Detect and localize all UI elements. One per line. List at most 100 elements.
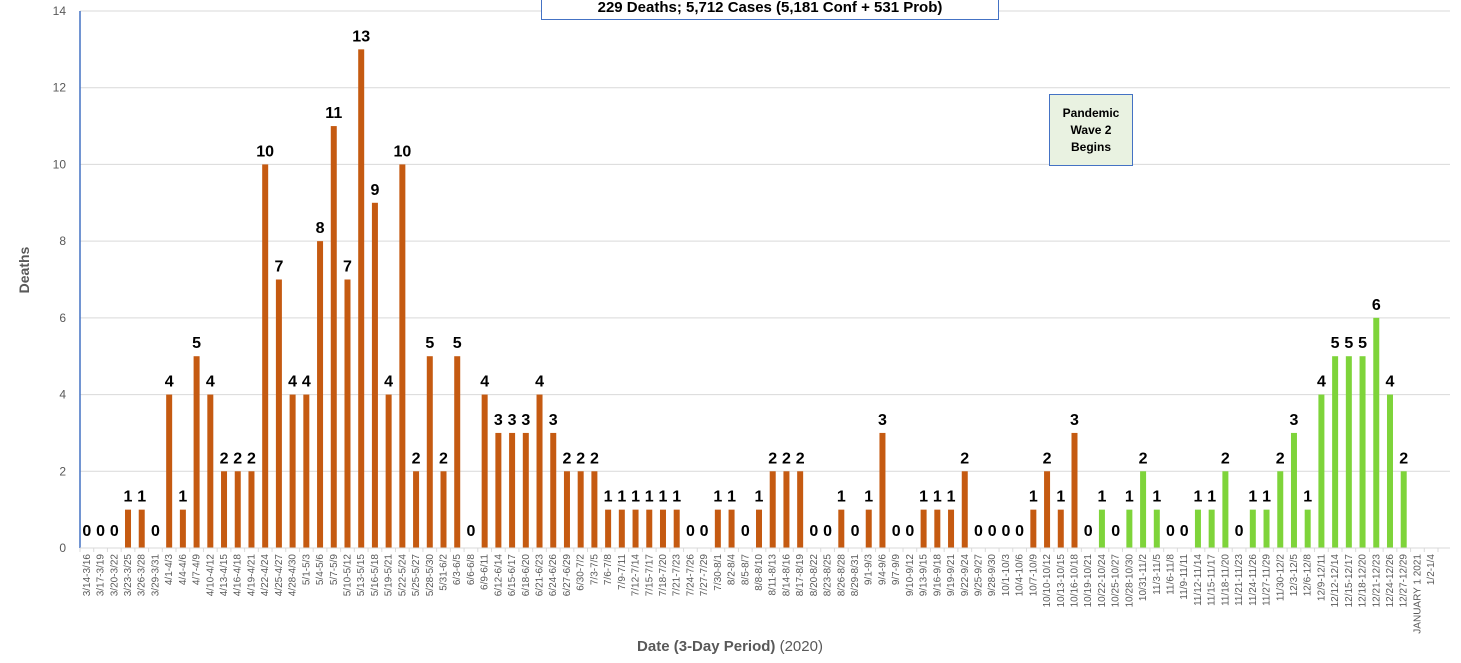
bar — [550, 432, 557, 548]
bars — [125, 49, 1407, 549]
bar — [1373, 317, 1380, 548]
x-tick-label: 7/24-7/26 — [685, 554, 696, 597]
x-tick-labels: 3/14-3/16 3/17-3/19 3/20-3/22 3/23-3/25 3/26… — [82, 554, 1437, 634]
data-label: 1 — [178, 489, 187, 506]
bar — [714, 509, 721, 548]
x-tick-label: 11/15-11/17 — [1207, 554, 1218, 606]
bar — [1208, 509, 1215, 548]
x-axis-label-main: Date (3-Day Period) — [637, 638, 776, 655]
x-tick-label: 3/23-3/25 — [123, 554, 134, 597]
bar — [303, 394, 310, 548]
data-label: 2 — [439, 450, 448, 467]
data-label: 13 — [352, 28, 370, 45]
bar — [1400, 471, 1407, 548]
data-label: 11 — [325, 105, 342, 122]
data-label: 3 — [521, 412, 530, 429]
bar — [1359, 356, 1366, 548]
gridlines — [80, 10, 1450, 549]
x-tick-label: 8/11-8/13 — [768, 554, 779, 596]
data-label: 0 — [1084, 523, 1093, 540]
x-tick-label: 12/27-12/29 — [1399, 554, 1410, 608]
bar — [536, 394, 543, 548]
x-tick-label: 6/30-7/2 — [576, 554, 587, 591]
bar — [1153, 509, 1160, 548]
data-label: 1 — [617, 489, 626, 506]
x-tick-label: 5/4-5/6 — [315, 554, 326, 586]
data-label: 1 — [713, 489, 722, 506]
bar — [1044, 471, 1051, 548]
x-tick-label: 12/3-12/5 — [1289, 554, 1300, 597]
bar — [262, 164, 269, 548]
x-tick-label: 12/21-12/23 — [1371, 554, 1382, 608]
bar — [193, 356, 200, 548]
x-tick-label: 12/6-12/8 — [1303, 554, 1314, 597]
data-label: 8 — [316, 220, 325, 237]
data-label: 2 — [1221, 450, 1230, 467]
x-tick-label: 7/12-7/14 — [631, 554, 642, 597]
data-label: 5 — [453, 335, 462, 352]
data-label: 1 — [933, 489, 942, 506]
x-tick-label: 6/24-6/26 — [548, 554, 559, 597]
x-tick-label: 5/10-5/12 — [342, 554, 353, 597]
data-label: 1 — [1262, 489, 1271, 506]
x-tick-label: 4/10-4/12 — [205, 554, 216, 597]
data-label: 2 — [1043, 450, 1052, 467]
x-tick-label: 10/13-10/15 — [1056, 554, 1067, 608]
bar — [330, 126, 337, 549]
x-tick-label: 7/18-7/20 — [658, 554, 669, 597]
bar — [728, 509, 735, 548]
data-label: 5 — [1358, 335, 1367, 352]
x-tick-label: 8/14-8/16 — [781, 554, 792, 597]
bar — [481, 394, 488, 548]
y-tick-label: 2 — [59, 464, 66, 478]
y-tick-label: 4 — [59, 388, 66, 402]
data-label: 0 — [851, 523, 860, 540]
x-tick-label: 7/21-7/23 — [672, 554, 683, 597]
y-tick-label: 6 — [59, 311, 66, 325]
x-tick-label: 9/22-9/24 — [960, 554, 971, 597]
data-label: 1 — [864, 489, 873, 506]
chart-title: 229 Deaths; 5,712 Cases (5,181 Conf + 53… — [541, 0, 999, 20]
x-tick-label: 12/18-12/20 — [1358, 554, 1369, 608]
x-tick-label: 10/7-10/9 — [1028, 554, 1039, 597]
x-tick-label: 5/19-5/21 — [384, 554, 395, 597]
x-tick-label: 8/8-8/10 — [754, 554, 765, 591]
x-tick-label: 8/2-8/4 — [727, 554, 738, 586]
data-label: 1 — [727, 489, 736, 506]
data-label: 0 — [1166, 523, 1175, 540]
data-label: 0 — [892, 523, 901, 540]
x-tick-label: 8/17-8/19 — [795, 554, 806, 597]
data-label: 0 — [974, 523, 983, 540]
x-tick-label: 8/29-8/31 — [850, 554, 861, 597]
data-label: 5 — [1344, 335, 1353, 352]
y-tick-label: 0 — [59, 541, 66, 555]
x-tick-label: 3/17-3/19 — [96, 554, 107, 597]
x-tick-label: 4/19-4/21 — [246, 554, 257, 597]
x-tick-label: 5/1-5/3 — [301, 554, 312, 586]
wave-2-annotation: Pandemic Wave 2 Begins — [1049, 94, 1133, 166]
bar — [605, 509, 612, 548]
data-label: 1 — [755, 489, 764, 506]
bar — [1071, 432, 1078, 548]
data-label: 3 — [878, 412, 887, 429]
data-label: 0 — [1235, 523, 1244, 540]
data-label: 2 — [220, 450, 229, 467]
bar — [125, 509, 132, 548]
x-tick-label: 11/24-11/26 — [1248, 554, 1259, 606]
x-tick-label: 9/13-9/15 — [919, 554, 930, 597]
data-label: 2 — [412, 450, 421, 467]
data-label: 2 — [576, 450, 585, 467]
x-tick-label: 5/7-5/9 — [329, 554, 340, 586]
data-label: 1 — [631, 489, 640, 506]
x-tick-label: 11/6-11/8 — [1166, 554, 1177, 595]
data-label: 7 — [343, 259, 352, 276]
data-label: 10 — [393, 143, 411, 160]
data-label: 0 — [1015, 523, 1024, 540]
data-label: 1 — [672, 489, 681, 506]
bar — [509, 432, 516, 548]
x-tick-label: 7/3-7/5 — [589, 554, 600, 586]
x-tick-label: 9/7-9/9 — [891, 554, 902, 586]
data-label: 0 — [700, 523, 709, 540]
bar — [865, 509, 872, 548]
y-tick-label: 12 — [53, 81, 67, 95]
